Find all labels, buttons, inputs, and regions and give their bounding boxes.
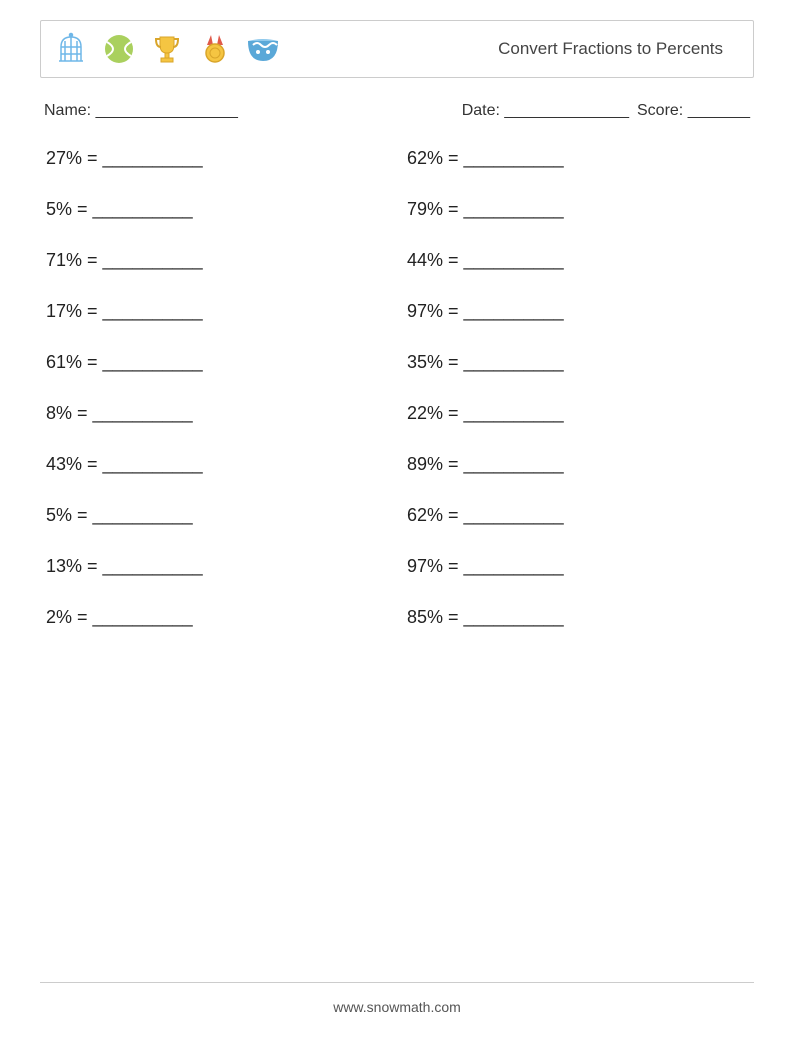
answer-blank: __________ [93, 607, 193, 627]
answer-blank: __________ [464, 403, 564, 423]
problem-item: 17% = __________ [46, 301, 387, 322]
problem-item: 43% = __________ [46, 454, 387, 475]
percent-value: 97% [407, 556, 443, 576]
percent-value: 27% [46, 148, 82, 168]
medal-icon [195, 29, 235, 69]
answer-blank: __________ [464, 352, 564, 372]
name-blank: ________________ [96, 102, 238, 119]
answer-blank: __________ [464, 301, 564, 321]
percent-value: 22% [407, 403, 443, 423]
trophy-icon [147, 29, 187, 69]
problem-item: 22% = __________ [407, 403, 748, 424]
date-label: Date: [462, 102, 500, 119]
worksheet-page: Convert Fractions to Percents Name: ____… [0, 0, 794, 1053]
answer-blank: __________ [93, 505, 193, 525]
answer-blank: __________ [103, 250, 203, 270]
problem-item: 44% = __________ [407, 250, 748, 271]
answer-blank: __________ [464, 454, 564, 474]
score-field: Score: _______ [637, 102, 750, 120]
problem-item: 35% = __________ [407, 352, 748, 373]
percent-value: 85% [407, 607, 443, 627]
percent-value: 17% [46, 301, 82, 321]
tennis-ball-icon [99, 29, 139, 69]
percent-value: 62% [407, 505, 443, 525]
answer-blank: __________ [103, 556, 203, 576]
problem-item: 85% = __________ [407, 607, 748, 628]
worksheet-title: Convert Fractions to Percents [498, 39, 733, 59]
answer-blank: __________ [464, 250, 564, 270]
answer-blank: __________ [464, 148, 564, 168]
percent-value: 2% [46, 607, 72, 627]
meta-row: Name: ________________ Date: ___________… [40, 102, 754, 120]
answer-blank: __________ [103, 454, 203, 474]
header-icons [51, 29, 283, 69]
percent-value: 61% [46, 352, 82, 372]
answer-blank: __________ [93, 403, 193, 423]
answer-blank: __________ [464, 556, 564, 576]
name-label: Name: [44, 102, 91, 119]
problem-item: 2% = __________ [46, 607, 387, 628]
problems-grid: 27% = __________ 62% = __________ 5% = _… [40, 148, 754, 628]
answer-blank: __________ [464, 505, 564, 525]
score-blank: _______ [688, 102, 750, 119]
percent-value: 5% [46, 505, 72, 525]
problem-item: 79% = __________ [407, 199, 748, 220]
problem-item: 61% = __________ [46, 352, 387, 373]
problem-item: 97% = __________ [407, 301, 748, 322]
answer-blank: __________ [93, 199, 193, 219]
percent-value: 71% [46, 250, 82, 270]
problem-item: 27% = __________ [46, 148, 387, 169]
date-field: Date: ______________ [462, 102, 629, 120]
problem-item: 8% = __________ [46, 403, 387, 424]
answer-blank: __________ [464, 199, 564, 219]
answer-blank: __________ [103, 352, 203, 372]
meta-right: Date: ______________ Score: _______ [462, 102, 750, 120]
percent-value: 13% [46, 556, 82, 576]
problem-item: 5% = __________ [46, 505, 387, 526]
percent-value: 8% [46, 403, 72, 423]
percent-value: 44% [407, 250, 443, 270]
footer-text: www.snowmath.com [0, 999, 794, 1015]
percent-value: 5% [46, 199, 72, 219]
fishbowl-icon [243, 29, 283, 69]
footer-divider [40, 982, 754, 983]
percent-value: 89% [407, 454, 443, 474]
percent-value: 97% [407, 301, 443, 321]
percent-value: 43% [46, 454, 82, 474]
problem-item: 71% = __________ [46, 250, 387, 271]
birdcage-icon [51, 29, 91, 69]
percent-value: 62% [407, 148, 443, 168]
problem-item: 13% = __________ [46, 556, 387, 577]
score-label: Score: [637, 102, 683, 119]
answer-blank: __________ [103, 148, 203, 168]
problem-item: 97% = __________ [407, 556, 748, 577]
header-bar: Convert Fractions to Percents [40, 20, 754, 78]
answer-blank: __________ [464, 607, 564, 627]
problem-item: 62% = __________ [407, 505, 748, 526]
date-blank: ______________ [504, 102, 629, 119]
answer-blank: __________ [103, 301, 203, 321]
percent-value: 79% [407, 199, 443, 219]
name-field: Name: ________________ [44, 102, 238, 120]
problem-item: 62% = __________ [407, 148, 748, 169]
problem-item: 89% = __________ [407, 454, 748, 475]
percent-value: 35% [407, 352, 443, 372]
problem-item: 5% = __________ [46, 199, 387, 220]
